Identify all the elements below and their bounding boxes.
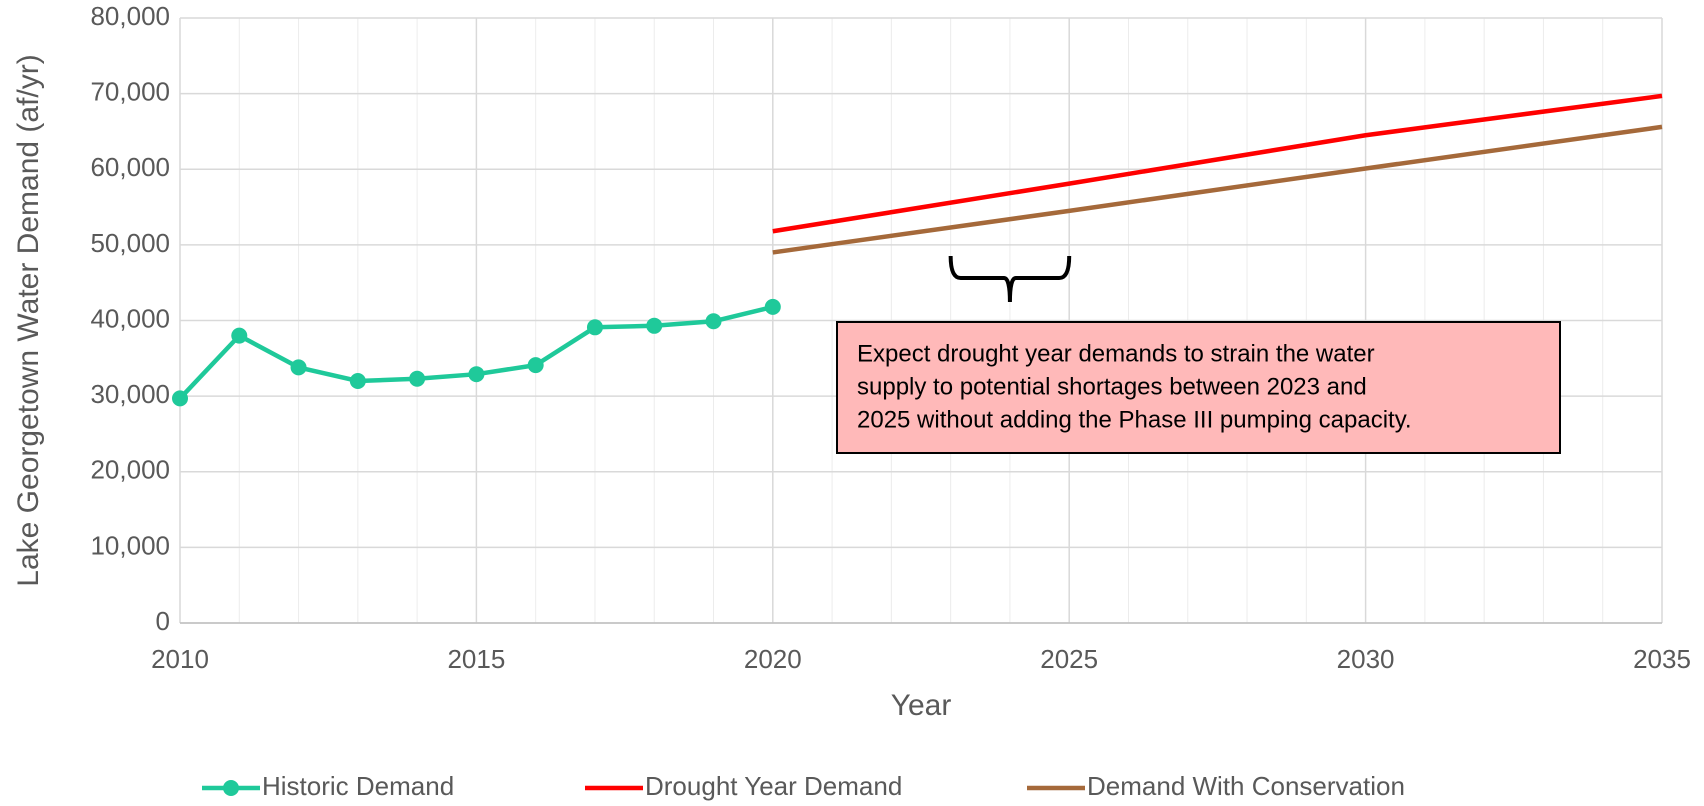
y-tick-label: 70,000 — [90, 77, 170, 107]
annotation-box — [836, 321, 1561, 454]
point — [409, 370, 426, 387]
legend-marker — [223, 780, 239, 796]
series-line — [772, 124, 1663, 255]
legend-label: Demand With Conservation — [1087, 771, 1405, 801]
y-tick-label: 60,000 — [90, 152, 170, 182]
annotation-text: Expect drought year demands to strain th… — [857, 340, 1375, 367]
series-line — [772, 93, 1663, 234]
point — [349, 373, 366, 389]
y-tick-label: 50,000 — [90, 228, 170, 258]
y-tick-label: 0 — [156, 606, 170, 636]
x-axis-label: Year — [891, 689, 952, 722]
x-tick-label: 2010 — [151, 644, 209, 674]
point — [646, 317, 663, 334]
point — [172, 390, 188, 407]
x-tick-label: 2030 — [1337, 644, 1395, 674]
x-tick-label: 2020 — [744, 644, 802, 674]
point — [705, 313, 722, 330]
annotation-text: supply to potential shortages between 20… — [857, 373, 1367, 400]
bracket — [948, 255, 1072, 303]
legend-label: Drought Year Demand — [645, 771, 902, 801]
annotation-text: 2025 without adding the Phase III pumpin… — [857, 406, 1412, 433]
point — [764, 298, 781, 315]
y-tick-label: 30,000 — [90, 379, 170, 409]
x-tick-label: 2015 — [447, 644, 505, 674]
y-tick-label: 80,000 — [90, 1, 170, 31]
point — [231, 327, 248, 344]
y-tick-label: 20,000 — [90, 455, 170, 485]
point — [290, 359, 307, 376]
point — [468, 366, 485, 383]
x-tick-label: 2025 — [1040, 644, 1098, 674]
point — [586, 319, 603, 336]
x-tick-label: 2035 — [1633, 644, 1691, 674]
y-axis-label: Lake Georgetown Water Demand (af/yr) — [12, 54, 45, 586]
point — [527, 357, 544, 374]
y-tick-label: 10,000 — [90, 530, 170, 560]
legend-label: Historic Demand — [262, 771, 454, 801]
y-tick-label: 40,000 — [90, 303, 170, 333]
